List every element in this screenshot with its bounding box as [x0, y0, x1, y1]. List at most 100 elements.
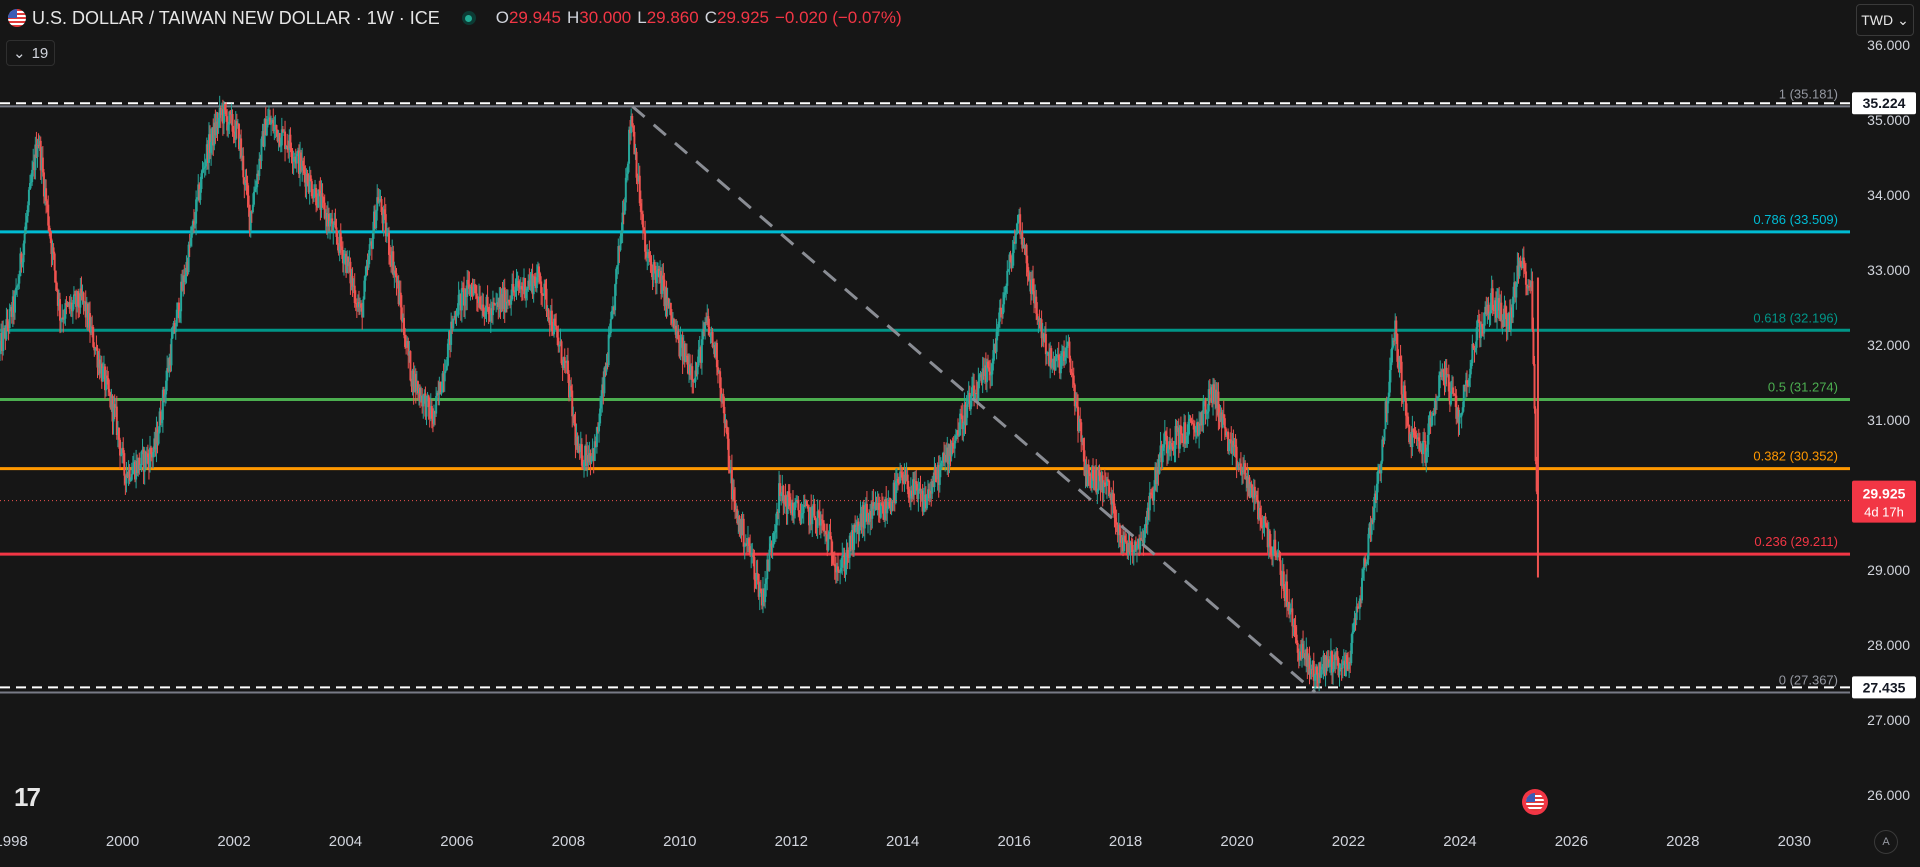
candle-body	[365, 265, 368, 276]
candle-body	[1194, 426, 1197, 433]
candle-body	[1077, 406, 1080, 432]
candle-body	[690, 366, 693, 376]
candle-body	[1145, 523, 1148, 525]
candle-body	[1380, 461, 1383, 474]
candle-body	[321, 193, 324, 198]
candle-body	[1486, 304, 1489, 315]
candle-body	[89, 313, 92, 333]
candle-body	[969, 396, 972, 410]
candle-body	[752, 553, 755, 558]
candle-body	[87, 313, 90, 328]
candle-body	[1320, 669, 1323, 678]
candle-body	[1009, 254, 1012, 262]
candle-body	[1153, 490, 1156, 501]
candle-body	[997, 321, 1000, 327]
candle-body	[828, 532, 831, 535]
candle-body	[1432, 413, 1435, 416]
candle-body	[474, 285, 477, 294]
candle-body	[294, 156, 297, 164]
candle-body	[1086, 464, 1089, 487]
candle-body	[190, 226, 193, 238]
candle-body	[1406, 415, 1409, 417]
candle-body	[626, 163, 629, 174]
market-status-icon[interactable]	[461, 11, 476, 25]
candle-body	[775, 511, 778, 526]
candle-body	[1231, 440, 1234, 454]
currency-selector[interactable]: TWD ⌄	[1856, 4, 1914, 36]
candle-body	[480, 308, 483, 310]
candle-body	[819, 519, 822, 526]
candle-body	[109, 392, 112, 408]
candle-body	[703, 329, 706, 331]
candle-body	[306, 173, 309, 184]
candle-body	[249, 211, 252, 231]
candle-body	[848, 535, 851, 558]
candle-body	[47, 204, 50, 226]
candle-body	[1043, 333, 1046, 342]
candle-body	[1445, 367, 1448, 375]
auto-scale-button[interactable]: A	[1874, 830, 1898, 854]
candle-body	[684, 355, 687, 362]
candle-body	[803, 505, 806, 507]
candle-body	[637, 175, 640, 182]
candle-body	[149, 447, 152, 468]
candle-body	[469, 286, 472, 295]
candle-body	[766, 559, 769, 580]
candle-body	[243, 177, 246, 186]
candles-group[interactable]	[0, 95, 1538, 693]
symbol-title[interactable]: U.S. DOLLAR / TAIWAN NEW DOLLAR · 1W · I…	[32, 7, 440, 28]
candle-body	[573, 415, 576, 423]
candle-body	[818, 512, 821, 526]
candle-body	[1348, 662, 1351, 670]
candle-body	[441, 373, 444, 393]
candle-body	[250, 211, 253, 213]
candle-body	[331, 218, 334, 232]
tradingview-logo-icon[interactable]: 17	[14, 782, 41, 812]
candle-body	[1233, 445, 1236, 448]
candle-body	[382, 209, 385, 224]
candle-body	[355, 303, 358, 308]
candle-body	[875, 503, 878, 510]
candle-body	[1218, 417, 1221, 422]
candle-body	[399, 292, 402, 308]
candle-body	[1482, 326, 1485, 334]
candle-body	[487, 306, 490, 315]
candle-body	[316, 205, 319, 208]
candle-body	[970, 387, 973, 397]
candle-body	[590, 455, 593, 463]
indicators-toggle-button[interactable]: ⌄ 19	[6, 40, 56, 66]
candle-body	[1189, 418, 1192, 421]
candle-body	[975, 393, 978, 395]
candle-body	[211, 127, 214, 142]
candle-body	[81, 292, 84, 297]
candle-body	[476, 298, 479, 303]
candle-body	[1279, 560, 1282, 575]
candle-body	[890, 501, 893, 511]
candle-body	[1066, 345, 1069, 349]
candle-body	[1146, 507, 1149, 525]
candle-body	[525, 290, 528, 299]
economic-event-icon[interactable]	[1522, 789, 1548, 815]
candle-body	[98, 359, 101, 374]
candle-body	[826, 534, 829, 551]
candle-body	[1352, 630, 1355, 633]
candle-body	[841, 555, 844, 568]
high-value: 30.000	[579, 8, 632, 27]
candle-body	[1089, 476, 1092, 489]
candle-body	[1504, 305, 1507, 313]
candle-body	[1150, 493, 1153, 495]
candle-body	[248, 204, 251, 231]
candle-body	[1039, 319, 1042, 322]
candle-body	[933, 469, 936, 488]
candle-body	[1183, 422, 1186, 443]
candle-body	[799, 515, 802, 524]
x-tick-label: 1998	[0, 833, 28, 850]
candle-body	[1477, 319, 1480, 322]
candle-body	[1404, 398, 1407, 416]
candle-body	[363, 280, 366, 300]
candle-body	[860, 513, 863, 527]
candle-body	[610, 310, 613, 320]
candle-body	[1463, 385, 1466, 387]
